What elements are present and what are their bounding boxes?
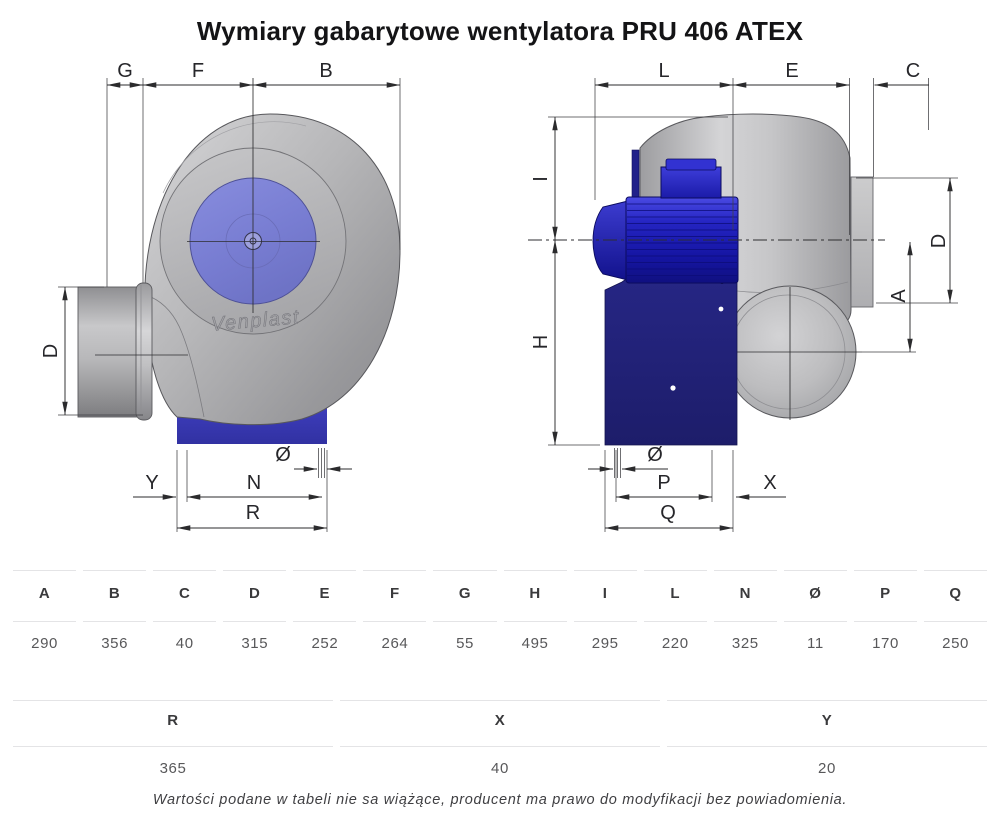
front-scroll-seam-line <box>162 121 307 194</box>
table-header-cell: H <box>503 570 567 621</box>
dim-label-f: F <box>192 60 204 82</box>
table-header-cell: G <box>433 570 497 621</box>
table-value-cell: 264 <box>363 621 427 679</box>
dim-label-e: E <box>785 60 798 82</box>
dim-label-dia-side: Ø <box>647 444 663 466</box>
table-value-cell: 250 <box>924 621 988 679</box>
table-header-cell: R <box>13 700 333 746</box>
table-header-cell: D <box>223 570 287 621</box>
dim-label-p: P <box>657 472 670 494</box>
table-main-value-row: 290 356 40 315 252 264 55 495 295 220 32… <box>0 621 1000 679</box>
dim-label-dia-front: Ø <box>275 444 291 466</box>
motor-cable-conduit <box>631 149 640 201</box>
table-value-cell: 20 <box>667 746 987 796</box>
table-header-cell: F <box>363 570 427 621</box>
dim-label-g: G <box>117 60 133 82</box>
dim-label-r: R <box>246 502 260 524</box>
table-value-cell: 290 <box>13 621 77 679</box>
table-header-cell: E <box>293 570 357 621</box>
table-header-cell: X <box>340 700 660 746</box>
motor-terminal-box <box>660 166 722 199</box>
table-header-cell: B <box>83 570 147 621</box>
table-value-cell: 11 <box>783 621 847 679</box>
front-duct-flange <box>135 282 153 421</box>
side-view: L E C I H D A Ø P X Q <box>528 60 958 532</box>
table-value-cell: 356 <box>83 621 147 679</box>
disclaimer-footnote: Wartości podane w tabeli nie sa wiążące,… <box>152 792 848 808</box>
dim-label-q: Q <box>660 502 676 524</box>
dim-label-h: H <box>530 335 552 349</box>
table-value-cell: 495 <box>503 621 567 679</box>
table-header-cell: Ø <box>783 570 847 621</box>
dim-label-i: I <box>530 176 552 182</box>
front-scroll-cutwater-line <box>150 296 205 418</box>
dim-label-b: B <box>319 60 332 82</box>
table-header-cell: P <box>853 570 918 621</box>
dim-label-n: N <box>247 472 261 494</box>
table-header-cell: Y <box>667 700 987 746</box>
table-value-cell: 295 <box>573 621 637 679</box>
table-secondary-header-row: R X Y <box>0 700 1000 746</box>
side-inlet-collar <box>850 176 874 308</box>
motor-end-cap <box>592 200 629 281</box>
table-value-cell: 40 <box>153 621 217 679</box>
table-value-cell: 325 <box>713 621 777 679</box>
table-header-cell: Q <box>924 570 988 621</box>
motor-terminal-box-lid <box>665 158 717 171</box>
front-crosshair <box>95 78 320 356</box>
table-value-cell: 220 <box>643 621 707 679</box>
dimensions-table-main: A B C D E F G H I L N Ø P Q 290 356 40 3… <box>0 570 1000 679</box>
table-value-cell: 252 <box>293 621 357 679</box>
table-secondary-value-row: 365 40 20 <box>0 746 1000 796</box>
dim-label-y: Y <box>145 472 158 494</box>
dim-label-a: A <box>888 289 910 303</box>
dim-label-d-front: D <box>40 344 62 358</box>
front-extension-lines <box>58 78 401 532</box>
table-header-cell: I <box>573 570 637 621</box>
table-header-cell: N <box>713 570 777 621</box>
table-value-cell: 40 <box>340 746 660 796</box>
side-outlet-crosshair <box>722 287 862 420</box>
table-main-header-row: A B C D E F G H I L N Ø P Q <box>0 570 1000 621</box>
dim-label-c: C <box>906 60 920 82</box>
table-header-cell: L <box>643 570 707 621</box>
table-header-cell: A <box>13 570 77 621</box>
table-value-cell: 55 <box>433 621 497 679</box>
pedestal-bolt-top <box>718 306 724 312</box>
motor-cooling-fins <box>627 203 737 276</box>
front-view: Venplast G F B D Y N R Ø <box>40 60 401 532</box>
dim-label-d-side: D <box>928 234 950 248</box>
front-outlet-duct <box>77 286 141 418</box>
page-title: Wymiary gabarytowe wentylatora PRU 406 A… <box>196 16 804 46</box>
table-value-cell: 315 <box>223 621 287 679</box>
technical-drawings: Venplast G F B D Y N R Ø <box>40 60 958 532</box>
dimensions-table-secondary: R X Y 365 40 20 <box>0 700 1000 796</box>
table-header-cell: C <box>153 570 217 621</box>
dim-label-l: L <box>658 60 669 82</box>
dim-label-x: X <box>763 472 776 494</box>
pedestal-bolt-bottom <box>670 385 676 391</box>
side-extension-lines <box>548 78 958 532</box>
table-value-cell: 365 <box>13 746 333 796</box>
table-value-cell: 170 <box>853 621 918 679</box>
